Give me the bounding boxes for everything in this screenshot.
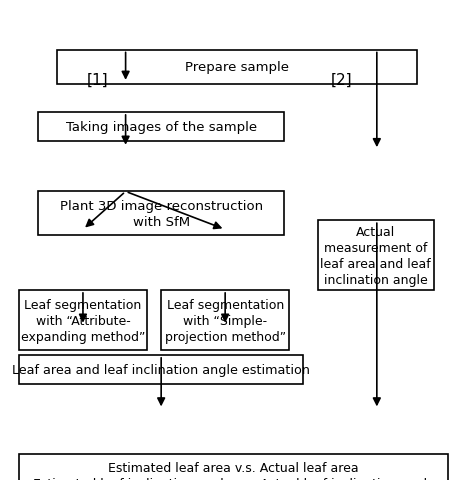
Text: [1]: [1]	[86, 72, 108, 88]
Text: Taking images of the sample: Taking images of the sample	[65, 120, 257, 134]
Bar	[19, 290, 147, 350]
Bar	[38, 192, 284, 235]
Bar	[57, 50, 417, 85]
Text: Plant 3D image reconstruction
with SfM: Plant 3D image reconstruction with SfM	[60, 199, 263, 228]
Text: Actual
measurement of
leaf area and leaf
inclination angle: Actual measurement of leaf area and leaf…	[320, 225, 431, 286]
Bar	[318, 221, 434, 290]
Text: [2]: [2]	[330, 72, 352, 88]
Bar	[38, 113, 284, 142]
Bar	[161, 290, 289, 350]
Text: Estimated leaf area v.s. Actual leaf area
Estimated leaf inclination angle v.s. : Estimated leaf area v.s. Actual leaf are…	[33, 461, 434, 480]
Text: Leaf segmentation
with “Simple-
projection method”: Leaf segmentation with “Simple- projecti…	[164, 298, 286, 343]
Bar	[19, 454, 448, 480]
Text: Prepare sample: Prepare sample	[185, 61, 289, 74]
Text: Leaf area and leaf inclination angle estimation: Leaf area and leaf inclination angle est…	[12, 363, 310, 376]
Bar	[19, 355, 303, 384]
Text: Leaf segmentation
with “Attribute-
expanding method”: Leaf segmentation with “Attribute- expan…	[21, 298, 145, 343]
